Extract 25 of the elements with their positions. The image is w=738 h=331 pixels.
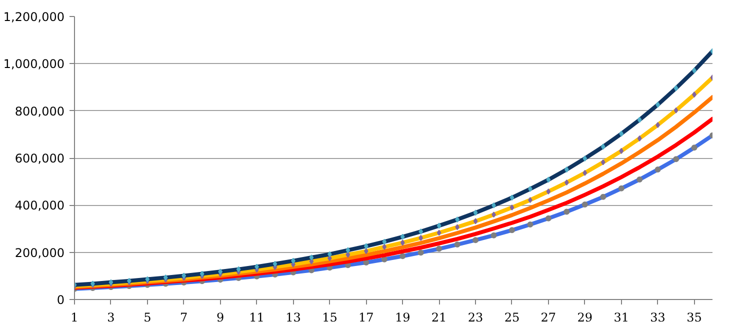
x-tick-label: 25 [504, 310, 520, 324]
x-tick-label: 27 [540, 310, 556, 324]
y-tick-label: 0 [56, 293, 65, 307]
x-tick-label: 19 [394, 310, 410, 324]
x-tick-label: 29 [577, 310, 593, 324]
x-tick-label: 11 [249, 310, 264, 324]
x-tick-label: 17 [358, 310, 374, 324]
y-tick-label: 1,200,000 [3, 10, 65, 24]
x-tick-label: 5 [144, 310, 152, 324]
y-tick-label: 600,000 [14, 152, 64, 166]
x-tick-label: 15 [322, 310, 338, 324]
y-tick-label: 1,000,000 [3, 57, 65, 72]
y-tick-label: 800,000 [14, 104, 64, 118]
x-tick-label: 9 [216, 310, 224, 324]
x-tick-label: 7 [180, 310, 188, 324]
x-tick-label: 23 [468, 310, 484, 324]
x-tick-label: 21 [431, 310, 447, 324]
x-tick-label: 1 [70, 310, 78, 324]
x-tick-label: 35 [686, 310, 702, 324]
y-tick-label: 200,000 [14, 246, 64, 260]
y-tick-label: 400,000 [14, 198, 64, 213]
x-tick-label: 33 [650, 310, 666, 324]
x-tick-label: 3 [107, 310, 115, 324]
x-tick-label: 31 [614, 310, 630, 324]
x-tick-label: 13 [286, 310, 301, 324]
